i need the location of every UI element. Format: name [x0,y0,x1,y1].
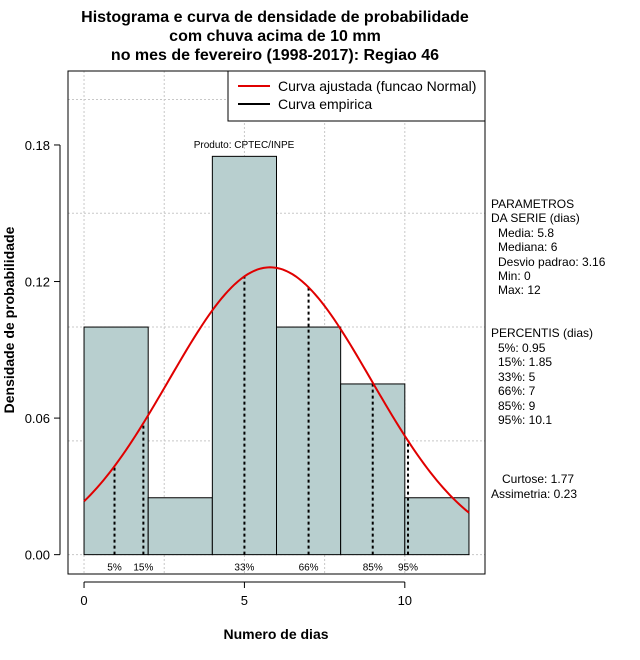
param-min: Min: 0 [498,269,531,283]
histogram-bar-2 [147,497,213,556]
param-desvio: Desvio padrao: 3.16 [498,255,606,269]
param-max: Max: 12 [498,283,541,297]
chart-title-line-1: Histograma e curva de densidade de proba… [81,9,469,26]
chart-title-line-3: no mes de fevereiro (1998-2017): Regiao … [111,47,439,64]
chart-title-line-2: com chuva acima de 10 mm [169,28,381,45]
percentil-85: 85%: 9 [498,399,536,413]
percentile-label-0: 5% [107,563,122,574]
side-panel: PARAMETROS DA SERIE (dias) Media: 5.8 Me… [491,197,606,501]
percentile-labels: 5% 15% 33% 66% 85% 95% [107,563,418,574]
legend: Curva ajustada (funcao Normal) Curva emp… [227,70,486,122]
histogram-bars [83,155,470,556]
histogram-bar-1 [83,326,149,556]
x-axis-label: Numero de dias [223,626,328,642]
params-title-1: PARAMETROS [491,197,574,211]
histogram-bar-6 [404,497,470,556]
percentile-label-2: 33% [234,563,254,574]
percentile-label-4: 85% [363,563,383,574]
legend-box [227,70,486,122]
x-tick-label-0: 0 [80,593,87,608]
percentil-33: 33%: 5 [498,370,536,384]
y-tick-label-2: 0.12 [25,275,50,290]
fitted-curve-group [83,266,470,514]
percentis-title: PERCENTIS (dias) [491,326,593,340]
param-mediana: Mediana: 6 [498,240,558,254]
y-tick-label-3: 0.18 [25,138,50,153]
y-tick-label-1: 0.06 [25,411,50,426]
percentil-15: 15%: 1.85 [498,355,552,369]
legend-label-empirical: Curva empirica [278,96,372,112]
assimetria: Assimetria: 0.23 [491,487,577,501]
x-axis: 0 5 10 [80,581,412,608]
y-tick-label-0: 0.00 [25,548,50,563]
y-axis-label: Densidade de probabilidade [1,226,17,413]
percentil-5: 5%: 0.95 [498,341,546,355]
product-annotation: Produto: CPTEC/INPE [194,140,295,151]
percentile-lines [113,276,410,555]
percentil-95: 95%: 10.1 [498,413,552,427]
param-media: Media: 5.8 [498,226,554,240]
legend-label-fitted: Curva ajustada (funcao Normal) [278,78,476,94]
percentile-label-3: 66% [299,563,319,574]
percentile-label-1: 15% [133,563,153,574]
x-tick-label-1: 5 [241,593,248,608]
percentile-label-5: 95% [398,563,418,574]
curtose: Curtose: 1.77 [502,472,574,486]
fitted-normal-curve [83,266,470,514]
params-title-2: DA SERIE (dias) [491,211,580,225]
x-tick-label-2: 10 [398,593,412,608]
percentil-66: 66%: 7 [498,384,536,398]
y-axis: 0.00 0.06 0.12 0.18 [25,138,61,563]
